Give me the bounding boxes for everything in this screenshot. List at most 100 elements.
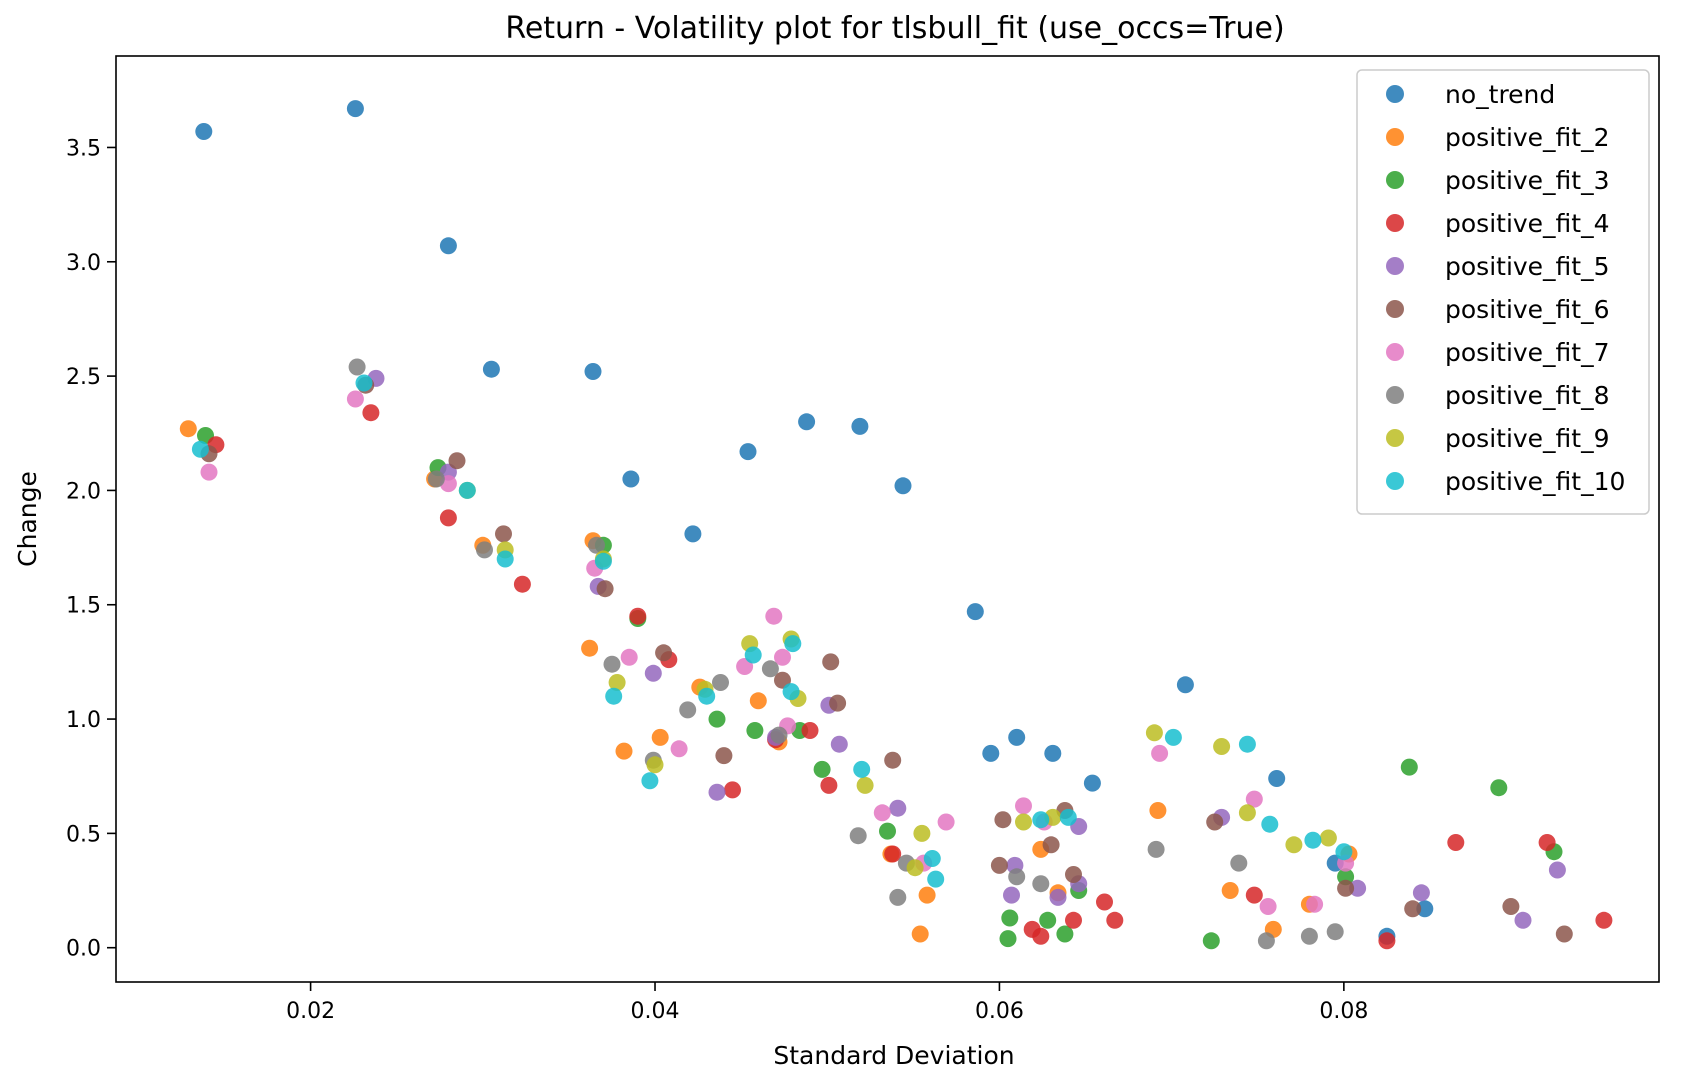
point-positive_fit_7-0	[200, 463, 218, 481]
point-positive_fit_7-18	[1306, 895, 1324, 913]
point-positive_fit_8-9	[770, 726, 788, 744]
point-no_trend-4	[584, 363, 602, 380]
point-positive_fit_7-8	[774, 648, 791, 666]
legend-label-positive_fit_2: positive_fit_2	[1445, 123, 1610, 152]
point-positive_fit_10-13	[927, 870, 945, 888]
y-tick-label-1: 0.5	[66, 822, 101, 847]
point-positive_fit_9-11	[913, 824, 931, 842]
point-positive_fit_8-8	[761, 660, 779, 678]
point-positive_fit_8-15	[1147, 840, 1165, 858]
point-positive_fit_2-6	[651, 728, 669, 746]
legend-marker-no_trend	[1386, 85, 1404, 103]
point-positive_fit_9-9	[856, 776, 874, 794]
point-positive_fit_5-7	[830, 735, 848, 753]
point-no_trend-7	[739, 443, 757, 461]
point-positive_fit_8-3	[588, 536, 605, 554]
point-positive_fit_6-4	[596, 580, 614, 598]
point-positive_fit_6-9	[829, 694, 847, 712]
point-positive_fit_3-16	[1400, 758, 1418, 776]
point-positive_fit_3-17	[1490, 779, 1508, 797]
point-positive_fit_7-15	[1151, 744, 1169, 762]
legend-label-positive_fit_7: positive_fit_7	[1445, 338, 1610, 367]
point-positive_fit_6-19	[1502, 898, 1520, 915]
point-positive_fit_10-6	[641, 772, 659, 790]
point-positive_fit_4-10	[884, 845, 902, 863]
point-positive_fit_8-4	[603, 655, 621, 673]
point-no_trend-2	[439, 237, 457, 255]
point-positive_fit_6-18	[1404, 900, 1422, 918]
legend-marker-positive_fit_9	[1386, 429, 1404, 447]
point-no_trend-6	[684, 525, 702, 543]
point-positive_fit_8-17	[1257, 932, 1275, 950]
legend-label-positive_fit_4: positive_fit_4	[1445, 209, 1610, 238]
point-positive_fit_9-10	[906, 859, 924, 877]
point-positive_fit_10-8	[744, 646, 762, 664]
point-no_trend-14	[1008, 728, 1026, 746]
point-positive_fit_8-7	[712, 674, 729, 691]
point-positive_fit_7-7	[765, 607, 783, 625]
point-positive_fit_9-14	[1145, 724, 1163, 742]
point-positive_fit_4-9	[820, 776, 838, 794]
point-positive_fit_2-8	[749, 692, 767, 710]
point-positive_fit_6-17	[1337, 879, 1355, 897]
point-positive_fit_8-2	[476, 541, 493, 559]
point-positive_fit_3-7	[813, 760, 831, 778]
point-positive_fit_7-17	[1259, 898, 1277, 915]
point-positive_fit_5-16	[1412, 884, 1430, 902]
series-positive_fit_3	[197, 427, 1563, 950]
point-no_trend-11	[966, 603, 984, 621]
point-positive_fit_8-14	[1032, 875, 1050, 893]
point-positive_fit_2-15	[1149, 802, 1167, 819]
x-axis-ticks: 0.02 0.04 0.06 0.08	[286, 982, 1368, 1024]
y-tick-label-4: 2.0	[66, 479, 101, 504]
legend-marker-positive_fit_7	[1386, 343, 1404, 361]
point-no_trend-13	[982, 744, 1000, 762]
point-positive_fit_9-15	[1213, 738, 1231, 755]
point-positive_fit_4-15	[1106, 911, 1124, 929]
legend-marker-positive_fit_10	[1386, 472, 1404, 490]
point-positive_fit_2-4	[581, 639, 599, 657]
point-no_trend-0	[195, 123, 213, 140]
legend-label-positive_fit_8: positive_fit_8	[1445, 381, 1610, 410]
legend-label-positive_fit_5: positive_fit_5	[1445, 252, 1610, 281]
point-positive_fit_10-20	[1335, 843, 1353, 861]
point-no_trend-9	[851, 417, 869, 435]
series-positive_fit_8	[348, 358, 1344, 950]
point-positive_fit_3-9	[1001, 909, 1019, 927]
y-tick-label-3: 1.5	[66, 594, 101, 619]
y-tick-label-7: 3.5	[66, 136, 101, 161]
x-tick-label-1: 0.04	[631, 999, 680, 1024]
y-tick-label-5: 2.5	[66, 365, 101, 390]
point-positive_fit_4-17	[1378, 932, 1396, 950]
point-positive_fit_3-12	[1056, 925, 1074, 943]
series-positive_fit_10	[191, 374, 1353, 888]
point-positive_fit_10-0	[191, 440, 209, 458]
point-positive_fit_6-12	[990, 856, 1008, 874]
point-no_trend-12	[1176, 676, 1194, 694]
point-positive_fit_7-10	[873, 804, 891, 822]
legend-marker-positive_fit_4	[1386, 214, 1404, 232]
legend: no_trend positive_fit_2 positive_fit_3posi…	[1356, 69, 1650, 515]
point-positive_fit_8-16	[1230, 854, 1248, 872]
point-positive_fit_5-10	[1003, 886, 1020, 904]
legend-label-positive_fit_10: positive_fit_10	[1445, 467, 1625, 496]
point-positive_fit_7-1	[346, 390, 364, 408]
y-tick-label-6: 3.0	[66, 251, 101, 276]
point-positive_fit_6-8	[822, 653, 840, 671]
x-tick-label-2: 0.06	[975, 999, 1024, 1024]
point-positive_fit_6-16	[1206, 813, 1224, 831]
point-positive_fit_9-4	[646, 756, 664, 774]
point-positive_fit_9-18	[1319, 829, 1337, 847]
point-positive_fit_3-14	[1202, 932, 1220, 950]
y-tick-label-0: 0.0	[66, 937, 101, 962]
point-positive_fit_4-1	[362, 404, 380, 422]
point-positive_fit_4-8	[801, 722, 819, 739]
point-positive_fit_10-18	[1261, 815, 1279, 833]
point-positive_fit_10-7	[698, 687, 716, 705]
point-positive_fit_6-15	[1065, 866, 1082, 883]
point-positive_fit_4-20	[1595, 911, 1613, 929]
point-positive_fit_8-1	[427, 470, 445, 488]
point-no_trend-10	[894, 477, 912, 495]
y-axis-label: Change	[13, 471, 42, 567]
point-positive_fit_8-19	[1326, 923, 1344, 941]
